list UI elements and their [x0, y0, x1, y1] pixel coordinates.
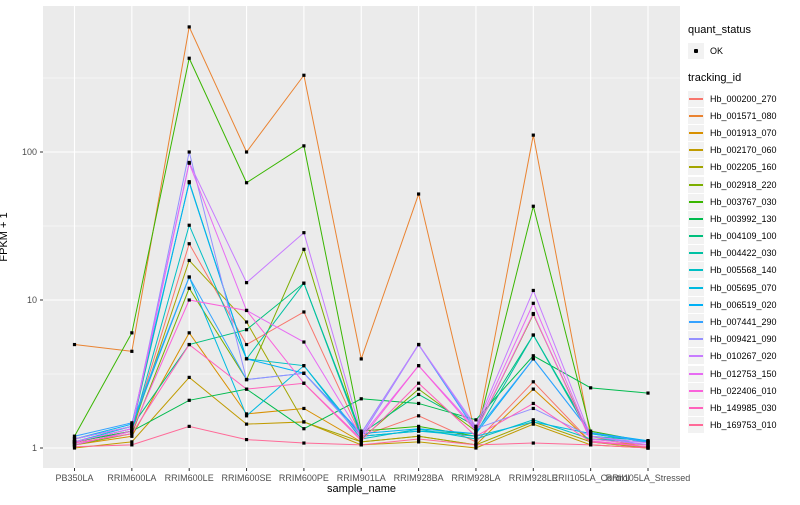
- y-axis-title: FPKM + 1: [0, 212, 10, 262]
- x-axis-title: sample_name: [326, 483, 397, 495]
- legend-line-key-icon: [688, 159, 704, 176]
- legend-item-label: Hb_009421_090: [710, 334, 777, 345]
- legend-line-key-icon: [688, 331, 704, 348]
- legend-item-Hb_005568_140: Hb_005568_140: [688, 262, 800, 279]
- legend-item-label: Hb_149985_030: [710, 402, 777, 413]
- quant-status-key: [688, 43, 704, 59]
- legend-item-label: Hb_169753_010: [710, 420, 777, 431]
- quant-status-legend-title: quant_status: [688, 24, 751, 36]
- x-tick-label: RRIM928LA: [451, 473, 500, 483]
- legend-item-label: Hb_004109_100: [710, 231, 777, 242]
- legend-item-Hb_002170_060: Hb_002170_060: [688, 142, 800, 159]
- legend-item-Hb_007441_290: Hb_007441_290: [688, 313, 800, 331]
- legend-item-label: Hb_010267_020: [710, 351, 777, 362]
- legend-item-Hb_004109_100: Hb_004109_100: [688, 228, 800, 245]
- legend-line-key-icon: [688, 228, 704, 245]
- legend-item-label: Hb_005568_140: [710, 265, 777, 276]
- point-markers: [72, 25, 650, 450]
- x-tick-label: PB350LA: [55, 473, 93, 483]
- x-tick-label: RRIM928LE: [509, 473, 558, 483]
- legend-line-key-icon: [688, 142, 704, 159]
- legend-line-key-icon: [688, 193, 704, 210]
- legend-item-label: Hb_004422_030: [710, 248, 777, 259]
- legend-item-Hb_004422_030: Hb_004422_030: [688, 245, 800, 262]
- x-tick-label: RRIM600SE: [222, 473, 272, 483]
- legend-line-key-icon: [688, 279, 704, 296]
- legend-item-Hb_005695_070: Hb_005695_070: [688, 279, 800, 296]
- legend-line-key-icon: [688, 90, 704, 107]
- legend-item-label: Hb_000200_270: [710, 93, 777, 104]
- axis-ticks: [40, 151, 649, 471]
- quant-status-ok-label: OK: [710, 46, 724, 56]
- legend-item-Hb_002205_160: Hb_002205_160: [688, 159, 800, 176]
- tracking-id-legend-title: tracking_id: [688, 72, 742, 84]
- legend: quant_status OK tracking_id Hb_000200_27…: [688, 24, 800, 434]
- x-tick-label: RRIM901LA: [337, 473, 386, 483]
- legend-line-key-icon: [688, 176, 704, 193]
- legend-item-Hb_012753_150: Hb_012753_150: [688, 365, 800, 382]
- legend-line-key-icon: [688, 245, 704, 262]
- legend-item-Hb_010267_020: Hb_010267_020: [688, 348, 800, 365]
- legend-item-label: Hb_002205_160: [710, 162, 777, 173]
- legend-line-key-icon: [688, 262, 704, 279]
- legend-item-label: Hb_005695_070: [710, 282, 777, 293]
- legend-item-label: Hb_003767_030: [710, 196, 777, 207]
- legend-item-label: Hb_001571_080: [710, 110, 777, 121]
- legend-line-key-icon: [688, 348, 704, 365]
- legend-item-label: Hb_003992_130: [710, 213, 777, 224]
- legend-item-Hb_002918_220: Hb_002918_220: [688, 176, 800, 193]
- legend-line-key-icon: [688, 417, 704, 434]
- legend-item-label: Hb_002170_060: [710, 145, 777, 156]
- x-tick-label: RRII105LA_Control: [552, 473, 630, 483]
- legend-line-key-icon: [688, 365, 704, 382]
- axis-tick-labels: PB350LA RRIM600LA RRIM600LE RRIM600SE RRIM60…: [22, 147, 690, 483]
- y-tick-label: 100: [22, 147, 37, 157]
- legend-line-key-icon: [688, 124, 704, 141]
- legend-line-key-icon: [688, 314, 704, 331]
- legend-item-Hb_006519_020: Hb_006519_020: [688, 296, 800, 313]
- legend-line-key-icon: [688, 296, 704, 313]
- legend-line-key-icon: [688, 382, 704, 399]
- legend-item-label: Hb_001913_070: [710, 127, 777, 138]
- y-tick-label: 1: [32, 443, 37, 453]
- legend-item-label: Hb_012753_150: [710, 368, 777, 379]
- legend-line-key-icon: [688, 210, 704, 227]
- legend-item-label: Hb_007441_290: [710, 317, 777, 328]
- legend-item-Hb_149985_030: Hb_149985_030: [688, 399, 800, 416]
- x-tick-label: RRIM600LA: [107, 473, 156, 483]
- gridlines: [43, 6, 680, 468]
- x-tick-label: RRIM928BA: [394, 473, 444, 483]
- legend-line-key-icon: [688, 107, 704, 124]
- legend-item-Hb_001913_070: Hb_001913_070: [688, 124, 800, 141]
- legend-item-Hb_001571_080: Hb_001571_080: [688, 107, 800, 124]
- x-tick-label: RRIM600PE: [279, 473, 329, 483]
- legend-item-Hb_003992_130: Hb_003992_130: [688, 210, 800, 227]
- legend-line-key-icon: [688, 399, 704, 416]
- y-tick-label: 10: [27, 295, 37, 305]
- tracking-id-legend-items: Hb_000200_270 Hb_001571_080 Hb_001913_070 H…: [688, 90, 800, 434]
- legend-item-Hb_000200_270: Hb_000200_270: [688, 90, 800, 107]
- legend-item-label: Hb_022406_010: [710, 385, 777, 396]
- quant-status-ok-item: OK: [688, 42, 800, 60]
- legend-item-Hb_169753_010: Hb_169753_010: [688, 417, 800, 434]
- x-tick-label: RRIM600LE: [165, 473, 214, 483]
- legend-item-Hb_022406_010: Hb_022406_010: [688, 382, 800, 399]
- legend-item-label: Hb_002918_220: [710, 179, 777, 190]
- legend-item-Hb_009421_090: Hb_009421_090: [688, 331, 800, 348]
- legend-item-Hb_003767_030: Hb_003767_030: [688, 193, 800, 210]
- point-marker-icon: [694, 49, 698, 53]
- legend-item-label: Hb_006519_020: [710, 299, 777, 310]
- x-tick-label: RRII105LA_Stressed: [606, 473, 691, 483]
